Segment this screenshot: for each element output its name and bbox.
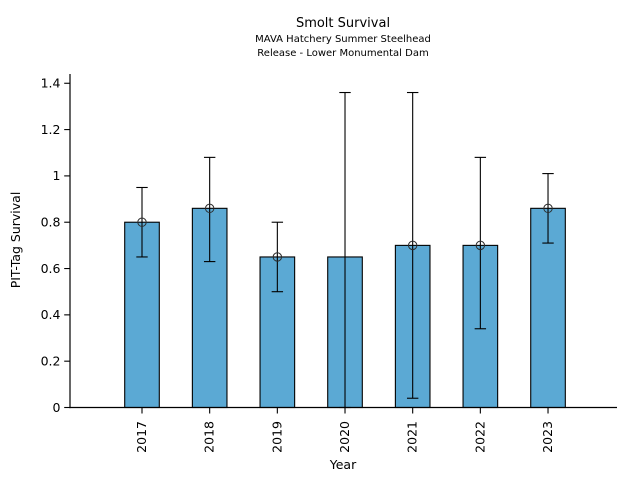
y-tick-label-0.8: 0.8 (41, 215, 61, 230)
x-tick-label-2018: 2018 (202, 421, 217, 453)
chart-title: Smolt Survival (296, 16, 390, 31)
point-marker-2021 (407, 240, 418, 251)
y-tick-label-1: 1 (53, 168, 61, 183)
y-tick-label-0.4: 0.4 (41, 307, 61, 322)
x-tick-label-2021: 2021 (405, 421, 420, 453)
y-tick-label-0.2: 0.2 (41, 353, 61, 368)
x-tick-label-2019: 2019 (269, 421, 284, 453)
x-tick-label-2023: 2023 (540, 421, 555, 453)
y-axis-label: PIT-Tag Survival (8, 192, 23, 289)
point-marker-2018 (204, 203, 215, 214)
x-tick-label-2022: 2022 (472, 421, 487, 453)
y-tick-label-1.4: 1.4 (41, 76, 61, 91)
x-axis-label: Year (329, 457, 357, 472)
chart-subtitle-line1: MAVA Hatchery Summer Steelhead (255, 34, 431, 45)
y-tick-label-1.2: 1.2 (41, 122, 61, 137)
y-tick-label-0.6: 0.6 (41, 261, 61, 276)
y-tick-label-0: 0 (53, 400, 61, 415)
chart-subtitle-line2: Release - Lower Monumental Dam (257, 48, 428, 59)
point-marker-2023 (543, 203, 553, 214)
plot-area: 0 0.2 0.4 0.6 0.8 1 1.2 1.4 2017 2018 2019 2020 2021… (41, 74, 617, 453)
x-tick-label-2017: 2017 (134, 421, 149, 453)
point-marker-2022 (475, 240, 486, 251)
x-tick-label-2020: 2020 (337, 421, 352, 453)
point-marker-2019 (272, 252, 283, 262)
point-marker-2017 (137, 217, 147, 227)
